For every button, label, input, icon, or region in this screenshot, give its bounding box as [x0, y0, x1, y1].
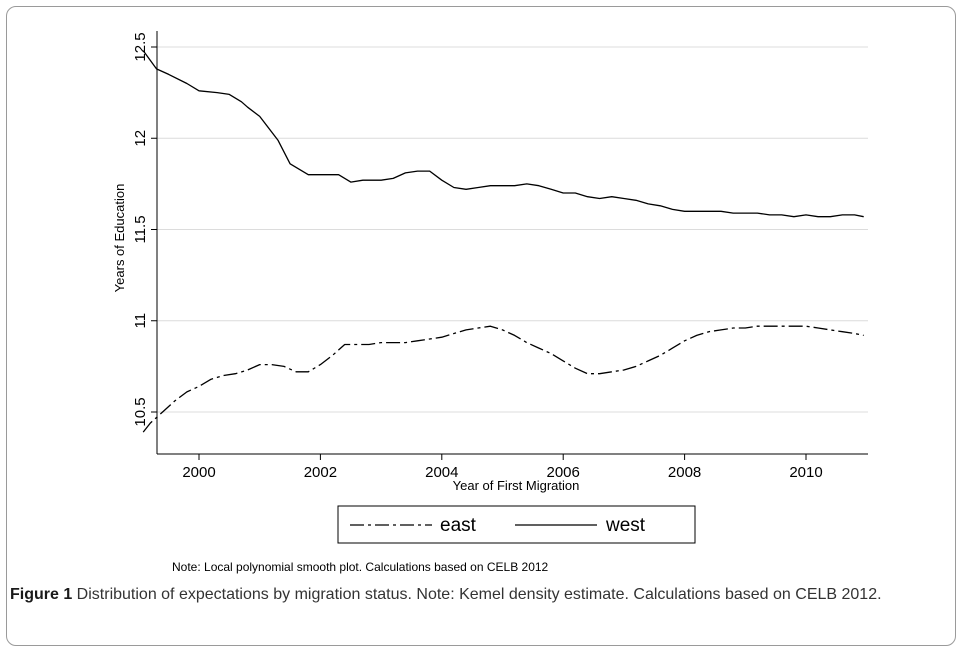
y-tick-label-2: 11.5 [132, 215, 149, 243]
y-tick-label-1: 11 [132, 313, 149, 329]
y-axis-title: Years of Education [112, 184, 127, 293]
x-tick-label-2: 2004 [425, 464, 458, 481]
x-ticks: 2000 2002 2004 2006 2008 2010 [182, 454, 823, 481]
chart: 10.5 11 11.5 12 12.5 2000 2002 2004 2006 2008 201… [112, 31, 868, 574]
x-tick-label-0: 2000 [182, 464, 215, 481]
caption-label: Figure 1 [10, 586, 73, 603]
x-tick-label-1: 2002 [304, 464, 337, 481]
figure-caption: Figure 1 Distribution of expectations by… [10, 583, 945, 606]
x-tick-label-3: 2006 [547, 464, 580, 481]
legend-label-west: west [605, 515, 646, 536]
x-tick-label-4: 2008 [668, 464, 701, 481]
x-axis-title: Year of First Migration [453, 478, 580, 493]
series-line-west [142, 50, 864, 218]
axes [156, 31, 868, 455]
y-tick-label-0: 10.5 [132, 397, 149, 426]
gridlines [157, 46, 868, 413]
series-line-east [142, 325, 864, 433]
y-tick-label-3: 12 [132, 130, 149, 147]
series-lines [142, 50, 864, 433]
chart-note: Note: Local polynomial smooth plot. Calc… [172, 560, 549, 574]
y-ticks: 10.5 11 11.5 12 12.5 [132, 32, 157, 427]
legend: east west [337, 505, 696, 544]
x-tick-label-5: 2010 [789, 464, 822, 481]
caption-text: Distribution of expectations by migratio… [72, 586, 882, 603]
y-tick-label-4: 12.5 [132, 32, 149, 61]
legend-label-east: east [440, 515, 477, 536]
